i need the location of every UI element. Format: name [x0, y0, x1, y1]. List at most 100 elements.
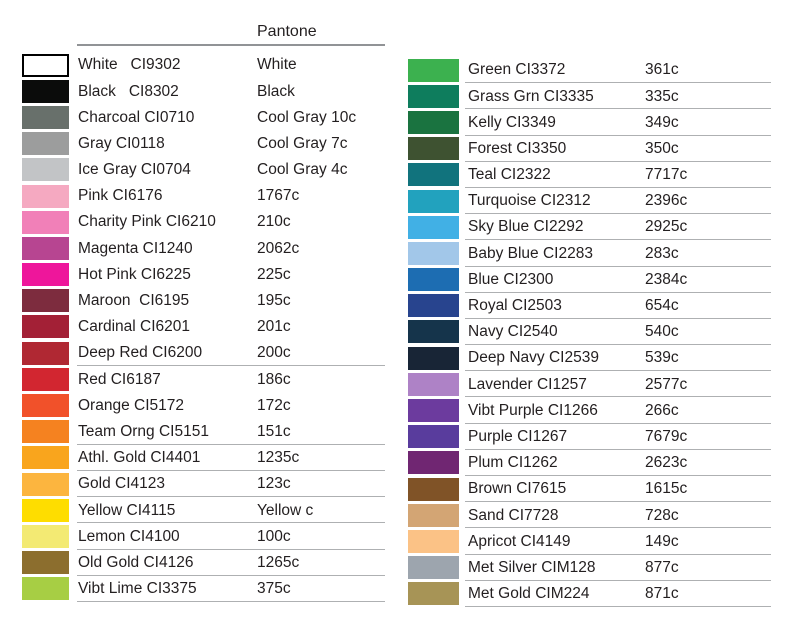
row-divider: [77, 600, 385, 602]
color-label: Met Gold CIM224: [468, 585, 590, 603]
color-swatch: [22, 341, 69, 365]
color-row: Gray CI0118 Cool Gray 7c: [22, 131, 385, 157]
color-swatch: [408, 84, 459, 108]
color-label: Purple CI1267: [468, 427, 568, 445]
pantone-code: 200c: [257, 344, 291, 362]
color-label: Gray CI0118: [78, 134, 165, 152]
row-divider: [465, 239, 771, 241]
row-divider: [465, 553, 771, 555]
color-row: Magenta CI1240 2062c: [22, 235, 385, 261]
pantone-code: 195c: [257, 292, 291, 310]
color-row: Sky Blue CI2292 2925c: [408, 214, 771, 241]
pantone-code: 186c: [257, 370, 291, 388]
header-rule: [77, 44, 385, 46]
color-label: Grass Grn CI3335: [468, 87, 594, 105]
color-label: Brown CI7615: [468, 480, 567, 498]
color-swatch: [22, 315, 69, 339]
pantone-code: 266c: [645, 401, 679, 419]
color-label: Lemon CI4100: [78, 527, 180, 545]
row-divider: [77, 470, 385, 471]
pantone-code: 151c: [257, 422, 291, 440]
color-row: Met Gold CIM224 871c: [408, 581, 771, 607]
color-row: Charcoal CI0710 Cool Gray 10c: [22, 104, 385, 130]
row-divider: [465, 475, 771, 476]
color-swatch: [22, 577, 69, 601]
color-swatch: [22, 472, 69, 496]
color-swatch: [408, 399, 459, 423]
color-row: Ice Gray CI0704 Cool Gray 4c: [22, 157, 385, 183]
color-label: Old Gold CI4126: [78, 553, 194, 571]
row-divider: [77, 496, 385, 498]
color-row: Orange CI5172 172c: [22, 392, 385, 418]
row-divider: [465, 213, 771, 215]
pantone-code: 123c: [257, 475, 291, 493]
color-swatch: [22, 446, 69, 470]
color-label: Blue CI2300: [468, 270, 554, 288]
color-label: Team Orng CI5151: [78, 422, 209, 440]
color-swatch: [22, 79, 69, 103]
left-color-table: White CI9302 White Black CI8302 Black Charco…: [22, 52, 385, 602]
pantone-code: 1265c: [257, 553, 300, 571]
color-row: Lemon CI4100 100c: [22, 523, 385, 550]
color-swatch: [408, 320, 459, 344]
pantone-code: 1235c: [257, 449, 300, 467]
color-row: Met Silver CIM128 877c: [408, 555, 771, 581]
right-color-table: Green CI3372 361c Grass Grn CI3335 335c Kell…: [408, 57, 771, 607]
row-divider: [465, 134, 771, 136]
pantone-code: Cool Gray 4c: [257, 161, 348, 179]
pantone-code: 210c: [257, 213, 291, 231]
color-row: Plum CI1262 2623c: [408, 450, 771, 476]
pantone-code: 350c: [645, 139, 679, 157]
pantone-code: Black: [257, 82, 295, 100]
color-swatch: [22, 236, 69, 260]
color-swatch: [408, 503, 459, 527]
color-label: Plum CI1262: [468, 454, 558, 472]
color-row: Old Gold CI4126 1265c: [22, 550, 385, 576]
pantone-code: Cool Gray 10c: [257, 108, 357, 126]
color-label: Charcoal CI0710: [78, 108, 195, 126]
row-divider: [77, 365, 385, 367]
color-swatch: [408, 137, 459, 161]
pantone-code: White: [257, 56, 297, 74]
color-label: Sand CI7728: [468, 506, 559, 524]
color-label: Orange CI5172: [78, 396, 184, 414]
color-row: Forest CI3350 350c: [408, 136, 771, 162]
color-row: Team Orng CI5151 151c: [22, 419, 385, 445]
pantone-code: 375c: [257, 580, 291, 598]
color-label: Lavender CI1257: [468, 375, 587, 393]
color-swatch: [408, 58, 459, 82]
row-divider: [465, 605, 771, 607]
pantone-code: 2623c: [645, 454, 688, 472]
pantone-code: 2062c: [257, 239, 300, 257]
pantone-code: Yellow c: [257, 501, 314, 519]
pantone-code: 2396c: [645, 192, 688, 210]
color-row: Purple CI1267 7679c: [408, 424, 771, 450]
row-divider: [77, 574, 385, 576]
pantone-code: 149c: [645, 532, 679, 550]
color-swatch: [408, 110, 459, 134]
color-label: Yellow CI4115: [78, 501, 176, 519]
color-row: Kelly CI3349 349c: [408, 109, 771, 136]
color-label: Red CI6187: [78, 370, 161, 388]
color-row: Royal CI2503 654c: [408, 293, 771, 319]
color-row: Yellow CI4115 Yellow c: [22, 497, 385, 524]
color-row: Baby Blue CI2283 283c: [408, 240, 771, 267]
color-label: Cardinal CI6201: [78, 318, 191, 336]
pantone-code: 172c: [257, 396, 291, 414]
row-divider: [465, 160, 771, 162]
row-divider: [465, 527, 771, 529]
color-swatch: [22, 263, 69, 287]
pantone-code: 539c: [645, 349, 679, 367]
color-label: Vibt Lime CI3375: [78, 580, 197, 598]
color-label: Green CI3372: [468, 61, 566, 79]
pantone-code: 7717c: [645, 166, 688, 184]
pantone-code: 7679c: [645, 427, 688, 445]
pantone-code: Cool Gray 7c: [257, 134, 348, 152]
row-divider: [465, 82, 771, 84]
color-swatch: [22, 420, 69, 444]
color-row: Green CI3372 361c: [408, 57, 771, 84]
color-swatch: [408, 241, 459, 265]
row-divider: [465, 501, 771, 503]
color-swatch: [408, 582, 459, 606]
